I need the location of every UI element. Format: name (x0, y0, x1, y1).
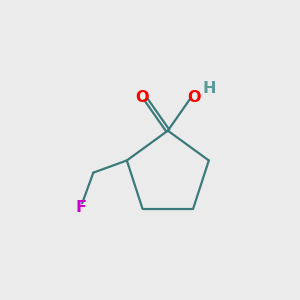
Text: H: H (202, 81, 216, 96)
Text: O: O (135, 90, 148, 105)
Text: F: F (75, 200, 86, 215)
Text: O: O (187, 90, 201, 105)
